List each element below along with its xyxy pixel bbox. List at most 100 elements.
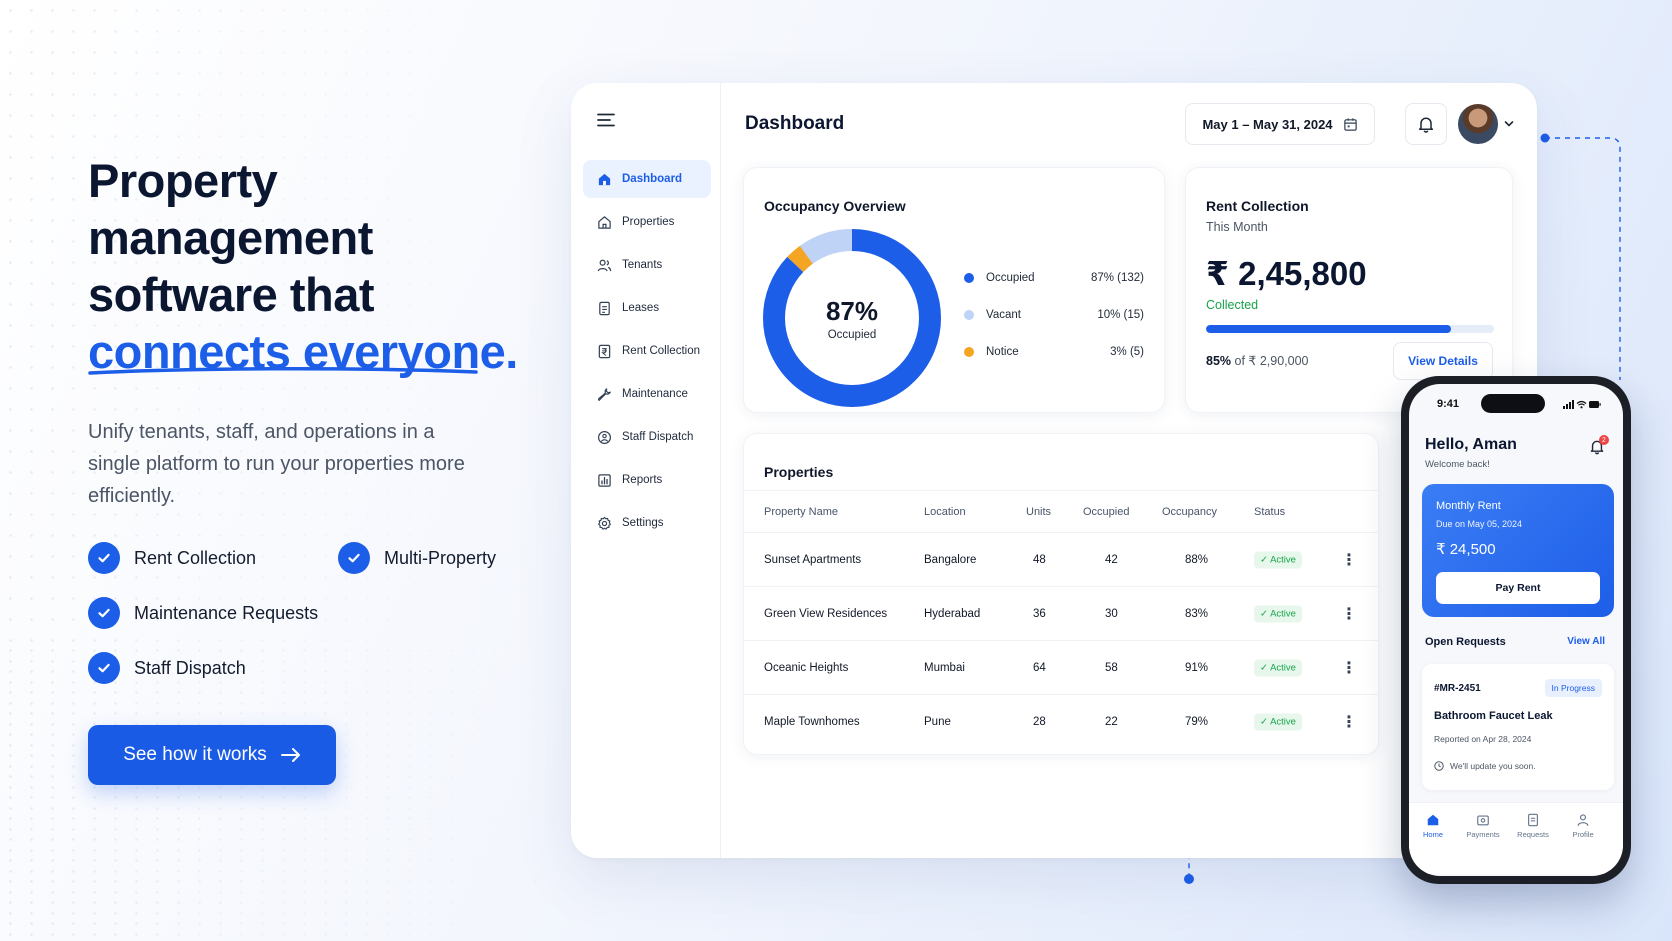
cell-location: Hyderabad: [924, 607, 981, 620]
sidebar-item-tenants[interactable]: Tenants: [583, 246, 711, 284]
sidebar-item-dashboard[interactable]: Dashboard: [583, 160, 711, 198]
monthly-rent-title: Monthly Rent: [1436, 500, 1501, 512]
table-row[interactable]: Green View Residences Hyderabad 36 30 83…: [744, 586, 1378, 640]
sidebar-item-label: Dashboard: [622, 173, 683, 185]
hero-title-line-3: software that: [88, 268, 375, 321]
occupancy-percent: 87%: [825, 295, 879, 326]
check-icon: [88, 597, 120, 629]
row-menu-icon[interactable]: ⋮: [1341, 713, 1357, 731]
legend-label: Occupied: [986, 272, 1035, 284]
avatar[interactable]: [1458, 104, 1498, 144]
sidebar-item-leases[interactable]: Leases: [583, 289, 711, 327]
dispatch-icon: [597, 430, 612, 444]
tab-requests[interactable]: Requests: [1508, 813, 1558, 839]
tab-payments[interactable]: Payments: [1458, 813, 1508, 839]
request-title: Bathroom Faucet Leak: [1434, 710, 1553, 722]
cell-property-name: Green View Residences: [764, 607, 888, 620]
column-header: Occupied: [1083, 506, 1130, 518]
view-details-button[interactable]: View Details: [1393, 342, 1493, 380]
sidebar-item-properties[interactable]: Properties: [583, 203, 711, 241]
sidebar-item-settings[interactable]: Settings: [583, 504, 711, 542]
hero-section: Property management software that connec…: [88, 152, 558, 512]
row-menu-icon[interactable]: ⋮: [1341, 605, 1357, 623]
cell-units: 36: [1033, 607, 1046, 620]
bell-icon: [1418, 117, 1434, 133]
legend-vacant: Vacant 10% (15): [964, 309, 1144, 321]
arrow-right-icon: [280, 748, 300, 762]
rent-title: Rent Collection: [1206, 198, 1309, 214]
accent-underline: [88, 366, 478, 375]
row-menu-icon[interactable]: ⋮: [1341, 659, 1357, 677]
chevron-down-icon[interactable]: [1504, 120, 1514, 128]
users-icon: [597, 259, 612, 271]
legend-occupied: Occupied 87% (132): [964, 272, 1144, 284]
cell-occupancy: 91%: [1185, 661, 1209, 674]
table-row[interactable]: Oceanic Heights Mumbai 64 58 91% ✓ Activ…: [744, 640, 1378, 694]
tab-label: Home: [1422, 830, 1443, 839]
hamburger-menu-icon[interactable]: [597, 113, 615, 127]
date-range-picker[interactable]: May 1 – May 31, 2024: [1185, 103, 1375, 145]
request-card[interactable]: #MR-2451 In Progress Bathroom Faucet Lea…: [1422, 664, 1614, 790]
cell-occupancy: 88%: [1185, 553, 1209, 566]
table-row[interactable]: Maple Townhomes Pune 28 22 79% ✓ Active …: [744, 694, 1378, 748]
cell-location: Mumbai: [924, 661, 965, 674]
monthly-rent-card: Monthly Rent Due on May 05, 2024 ₹ 24,50…: [1422, 484, 1614, 617]
rupee-receipt-icon: [598, 344, 611, 358]
dashboard-window: Dashboard Properties Tenants Leases Rent…: [571, 83, 1537, 858]
feature-rent-collection: Rent Collection: [88, 542, 256, 574]
document-icon: [1528, 813, 1538, 827]
sidebar-item-staff-dispatch[interactable]: Staff Dispatch: [583, 418, 711, 456]
phone-welcome: Welcome back!: [1425, 459, 1490, 470]
sidebar-item-rent-collection[interactable]: Rent Collection: [583, 332, 711, 370]
rent-footer-percent: 85%: [1206, 354, 1232, 368]
rent-status: Collected: [1206, 298, 1259, 312]
sidebar-item-maintenance[interactable]: Maintenance: [583, 375, 711, 413]
request-id: #MR-2451: [1434, 683, 1481, 694]
document-icon: [599, 301, 610, 315]
tab-profile[interactable]: Profile: [1558, 813, 1608, 839]
request-update-note: We'll update you soon.: [1434, 761, 1536, 771]
legend-dot: [964, 273, 974, 283]
phone-notch: [1481, 394, 1545, 413]
sidebar-item-label: Reports: [622, 474, 663, 486]
check-icon: [88, 652, 120, 684]
sidebar-item-reports[interactable]: Reports: [583, 461, 711, 499]
legend-label: Vacant: [986, 309, 1021, 321]
hero-title-line-1: Property: [88, 154, 278, 207]
cell-units: 64: [1033, 661, 1046, 674]
tab-home[interactable]: Home: [1409, 813, 1458, 839]
notifications-button[interactable]: [1405, 103, 1447, 145]
hero-title-line-2: management: [88, 211, 373, 264]
status-icons: [1563, 400, 1601, 409]
pay-rent-button[interactable]: Pay Rent: [1436, 572, 1600, 604]
table-row[interactable]: Sunset Apartments Bangalore 48 42 88% ✓ …: [744, 532, 1378, 586]
legend-value: 87% (132): [1090, 272, 1144, 284]
phone-tab-bar: Home Payments Requests Profile: [1409, 802, 1623, 874]
cell-property-name: Maple Townhomes: [764, 715, 860, 728]
home-icon: [1427, 814, 1439, 826]
sidebar-item-label: Properties: [622, 216, 675, 228]
donut-center: 87% Occupied: [762, 228, 942, 408]
feature-label: Rent Collection: [134, 547, 257, 568]
column-header: Location: [924, 506, 966, 518]
cta-label: See how it works: [123, 744, 267, 765]
cell-location: Pune: [924, 715, 951, 728]
row-menu-icon[interactable]: ⋮: [1341, 551, 1357, 569]
properties-title: Properties: [764, 464, 834, 480]
properties-card: Properties Property Name Location Units …: [743, 433, 1379, 755]
occupancy-donut-chart: [763, 229, 941, 407]
monthly-rent-due: Due on May 05, 2024: [1436, 519, 1523, 529]
view-all-link[interactable]: View All: [1567, 636, 1605, 647]
check-icon: [88, 542, 120, 574]
phone-time: 9:41: [1437, 398, 1460, 410]
legend-value: 3% (5): [1110, 346, 1144, 358]
cell-units: 28: [1033, 715, 1046, 728]
cell-location: Bangalore: [924, 553, 977, 566]
table-header: Property Name Location Units Occupied Oc…: [744, 492, 1378, 532]
occupancy-title: Occupancy Overview: [764, 198, 906, 214]
wrench-icon: [598, 387, 611, 401]
cell-occupied: 30: [1105, 607, 1118, 620]
cell-property-name: Sunset Apartments: [764, 553, 862, 566]
see-how-it-works-button[interactable]: See how it works: [88, 725, 336, 785]
legend-value: 10% (15): [1097, 309, 1144, 321]
